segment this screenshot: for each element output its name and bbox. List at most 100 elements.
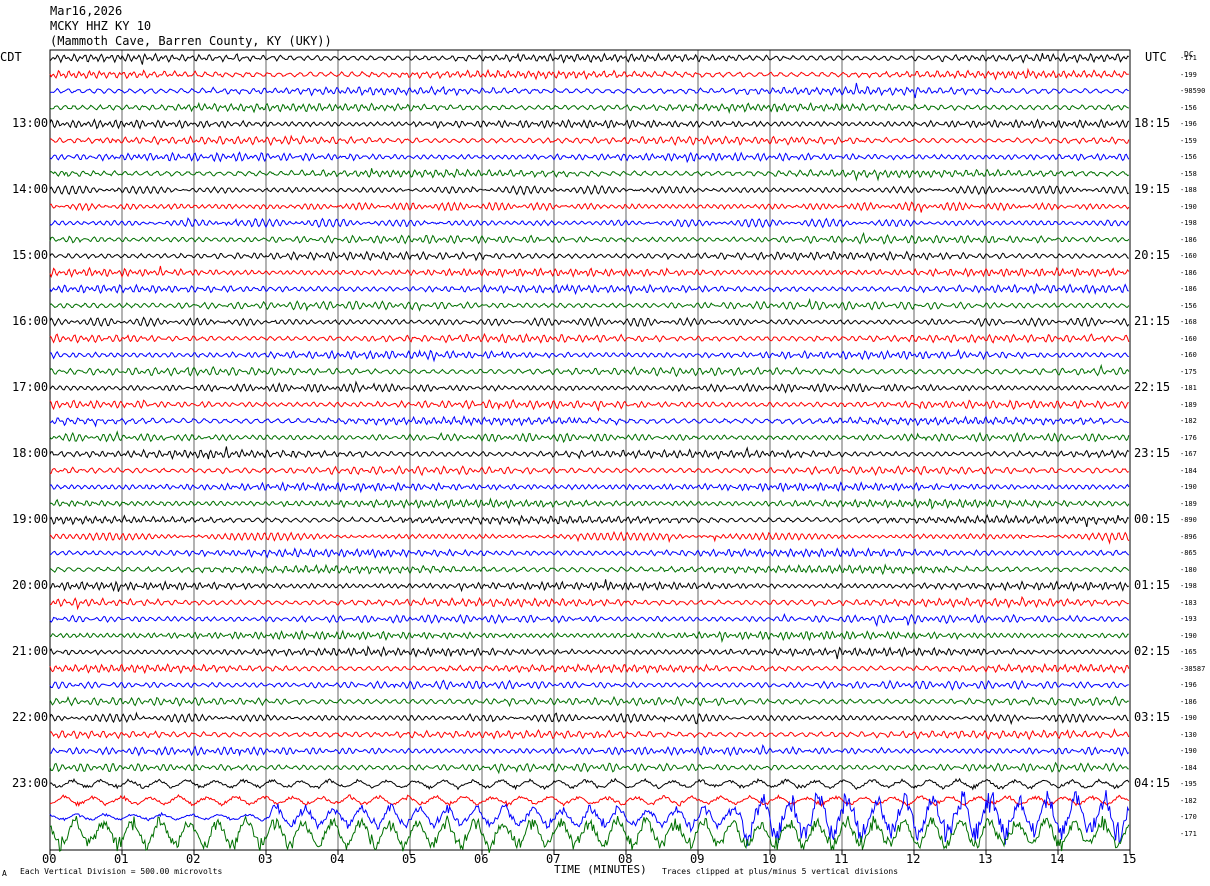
- seismic-trace: [49, 380, 1129, 394]
- seismic-trace: [49, 465, 1130, 477]
- seismic-trace: [49, 118, 1130, 130]
- seismic-trace: [49, 415, 1129, 428]
- dc-offset-label: -188: [1180, 186, 1197, 194]
- seismic-trace: [49, 168, 1129, 182]
- x-tick-label: 03: [258, 852, 273, 866]
- dc-offset-label: -160: [1180, 351, 1197, 359]
- dc-offset-label: -193: [1180, 615, 1197, 623]
- cdt-hour-label: 20:00: [12, 578, 49, 592]
- dc-offset-label: -189: [1180, 400, 1197, 409]
- dc-offset-label: -180: [1180, 565, 1197, 574]
- dc-offset-label: -38587: [1180, 664, 1206, 673]
- seismic-trace: [49, 184, 1129, 196]
- dc-offset-label: -865: [1180, 549, 1197, 557]
- dc-offset-label: -156: [1180, 301, 1197, 310]
- cdt-hour-label: 21:00: [12, 644, 49, 658]
- dc-offset-label: -195: [1180, 780, 1197, 788]
- dc-offset-label: -196: [1180, 681, 1197, 689]
- dc-offset-label: -98590: [1180, 87, 1206, 95]
- dc-offset-label: -171: [1180, 829, 1197, 838]
- cdt-hour-label: 14:00: [12, 182, 49, 196]
- seismic-trace: [49, 563, 1130, 576]
- dc-offset-label: -190: [1180, 714, 1197, 722]
- dc-offset-label: -190: [1180, 483, 1197, 491]
- seismic-trace: [49, 761, 1129, 775]
- seismic-trace: [49, 348, 1129, 363]
- dc-offset-label: -190: [1180, 202, 1197, 211]
- seismic-trace: [49, 231, 1130, 245]
- seismic-trace: [49, 398, 1129, 412]
- dc-offset-label: -160: [1180, 252, 1197, 260]
- seismic-trace: [49, 52, 1129, 65]
- seismic-trace: [49, 547, 1130, 559]
- utc-hour-label: 18:15: [1134, 116, 1171, 130]
- dc-offset-label: -184: [1180, 466, 1197, 475]
- x-tick-label: 10: [762, 852, 777, 866]
- plot-header: Mar16,2026 MCKY HHZ KY 10 (Mammoth Cave,…: [50, 4, 332, 49]
- dc-offset-label: -158: [1180, 169, 1197, 178]
- seismic-trace: [49, 514, 1130, 528]
- dc-offset-label: -190: [1180, 631, 1197, 640]
- seismic-trace: [49, 134, 1130, 147]
- cdt-hour-label: 13:00: [12, 116, 49, 130]
- cdt-hour-label: 16:00: [12, 314, 49, 328]
- x-axis-title: TIME (MINUTES): [554, 863, 647, 876]
- utc-hour-label: 01:15: [1134, 578, 1171, 592]
- dc-offset-label: -890: [1180, 516, 1197, 524]
- seismic-trace: [49, 265, 1130, 279]
- x-tick-label: 01: [114, 852, 129, 866]
- seismic-trace: [49, 67, 1129, 81]
- dc-offset-label: -196: [1180, 120, 1197, 128]
- x-tick-label: 14: [1050, 852, 1065, 866]
- utc-hour-label: 04:15: [1134, 776, 1171, 790]
- utc-hour-label: 20:15: [1134, 248, 1171, 262]
- dc-offset-label: -165: [1180, 648, 1197, 656]
- dc-offset-label: -184: [1180, 763, 1197, 772]
- dc-offset-label: -896: [1180, 532, 1197, 541]
- seismic-trace: [49, 446, 1130, 460]
- seismic-trace: [49, 790, 1130, 847]
- seismic-trace: [49, 777, 1130, 791]
- dc-offset-label: -186: [1180, 235, 1197, 244]
- dc-offset-label: -183: [1180, 598, 1197, 607]
- utc-hour-label: 02:15: [1134, 644, 1171, 658]
- dc-offset-label: -186: [1180, 697, 1197, 706]
- dc-offset-label: -186: [1180, 285, 1197, 293]
- dc-offset-label: -182: [1180, 796, 1197, 805]
- seismic-trace: [49, 612, 1130, 628]
- cdt-hour-label: 18:00: [12, 446, 49, 460]
- seismic-trace: [49, 217, 1130, 229]
- seismic-trace: [49, 332, 1130, 344]
- seismic-trace: [49, 151, 1130, 164]
- clip-note: Traces clipped at plus/minus 5 vertical …: [662, 867, 899, 876]
- date-label: Mar16,2026: [50, 4, 123, 18]
- seismic-trace: [49, 728, 1130, 741]
- dc-offset-label: -186: [1180, 268, 1197, 277]
- dc-offset-label: -189: [1180, 499, 1197, 508]
- dc-offset-label: -199: [1180, 70, 1197, 79]
- dc-offset-label: -156: [1180, 103, 1197, 112]
- dc-offset-label: -175: [1180, 367, 1197, 376]
- station-label: MCKY HHZ KY 10: [50, 19, 152, 33]
- seismic-trace: [49, 695, 1129, 708]
- scale-note: Each Vertical Division = 500.00 microvol…: [20, 867, 223, 876]
- x-tick-label: 09: [690, 852, 705, 866]
- seismic-trace: [49, 430, 1130, 444]
- x-tick-label: 12: [906, 852, 921, 866]
- cdt-zone-label: CDT: [0, 50, 22, 64]
- seismic-trace: [49, 201, 1130, 213]
- corner-mark: A: [2, 869, 7, 878]
- x-tick-label: 00: [42, 852, 57, 866]
- dc-offset-label: -190: [1180, 747, 1197, 755]
- dc-offset-label: -130: [1180, 730, 1197, 739]
- seismic-trace: [49, 250, 1129, 262]
- dc-offset-label: -176: [1180, 433, 1197, 442]
- x-tick-label: 13: [978, 852, 993, 866]
- seismic-trace: [49, 579, 1130, 593]
- seismic-trace: [49, 662, 1130, 675]
- seismic-trace: [49, 679, 1129, 691]
- x-tick-label: 08: [618, 852, 633, 866]
- seismic-trace: [49, 363, 1130, 378]
- seismic-trace: [49, 481, 1130, 494]
